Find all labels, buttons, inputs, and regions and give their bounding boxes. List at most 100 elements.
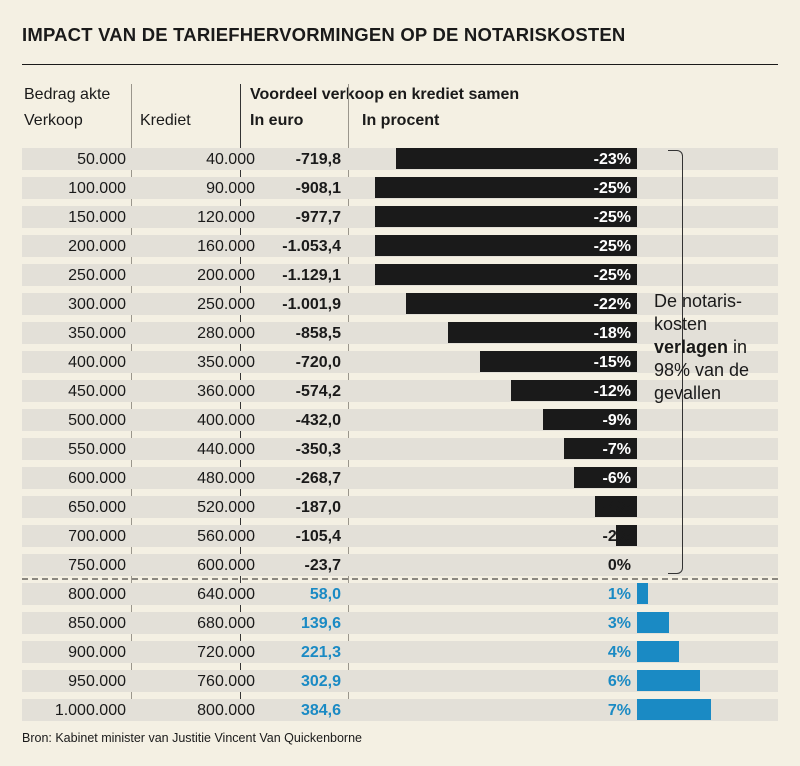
bar-mark (511, 380, 637, 401)
cell-euro: -908,1 (295, 180, 341, 197)
cell-pct-label: -25% (593, 267, 631, 284)
table-row: 800.000 640.000 58,0 1% (22, 580, 778, 609)
note-after-bold: in (728, 337, 748, 357)
cell-verkoop: 350.000 (68, 325, 126, 342)
bar-mark (637, 699, 711, 720)
threshold-divider (22, 578, 778, 580)
row-stripe (22, 554, 778, 576)
cell-euro: -432,0 (295, 412, 341, 429)
cell-verkoop: 150.000 (68, 209, 126, 226)
cell-verkoop: 850.000 (68, 615, 126, 632)
bar-mark (374, 177, 637, 198)
cell-verkoop: 250.000 (68, 267, 126, 284)
table-row: 650.000 520.000 -187,0 -4% (22, 493, 778, 522)
table-row: 950.000 760.000 302,9 6% (22, 667, 778, 696)
cell-krediet: 350.000 (197, 354, 255, 371)
header-krediet: Krediet (140, 112, 191, 129)
bar-mark (448, 322, 637, 343)
cell-pct-label: -9% (602, 412, 631, 429)
cell-euro: 384,6 (300, 702, 341, 719)
note-line4: 98% van de (654, 360, 750, 380)
row-stripe (22, 641, 778, 663)
bar-mark (374, 206, 637, 227)
cell-krediet: 120.000 (197, 209, 255, 226)
bar-mark (616, 525, 637, 546)
cell-krediet: 760.000 (197, 673, 255, 690)
bar-mark (374, 235, 637, 256)
bar-mark (637, 612, 669, 633)
title-rule (22, 64, 778, 65)
cell-pct-label: -22% (593, 296, 631, 313)
cell-pct-label: -23% (593, 151, 631, 168)
cell-pct-label: -25% (593, 209, 631, 226)
bar-mark (637, 583, 648, 604)
chart-title: IMPACT VAN DE TARIEFHERVORMINGEN OP DE N… (22, 24, 626, 45)
cell-verkoop: 500.000 (68, 412, 126, 429)
cell-euro: 58,0 (309, 586, 341, 603)
cell-euro: -858,5 (295, 325, 341, 342)
annotation-note: De notaris- kosten verlagen in 98% van d… (654, 290, 784, 405)
bar-mark (374, 264, 637, 285)
cell-krediet: 280.000 (197, 325, 255, 342)
row-stripe (22, 525, 778, 547)
cell-euro: 139,6 (300, 615, 341, 632)
cell-verkoop: 550.000 (68, 441, 126, 458)
cell-verkoop: 300.000 (68, 296, 126, 313)
cell-verkoop: 800.000 (68, 586, 126, 603)
cell-pct-label: -25% (593, 180, 631, 197)
cell-euro: 221,3 (300, 644, 341, 661)
table-row: 450.000 360.000 -574,2 -12% (22, 377, 778, 406)
row-stripe (22, 496, 778, 518)
note-line5: gevallen (654, 383, 722, 403)
table-row: 400.000 350.000 -720,0 -15% (22, 348, 778, 377)
table-row: 600.000 480.000 -268,7 -6% (22, 464, 778, 493)
cell-euro: -268,7 (295, 470, 341, 487)
cell-verkoop: 100.000 (68, 180, 126, 197)
cell-euro: -574,2 (295, 383, 341, 400)
header-in-procent: In procent (362, 112, 440, 129)
bar-mark (574, 467, 637, 488)
cell-krediet: 680.000 (197, 615, 255, 632)
cell-euro: 302,9 (300, 673, 341, 690)
cell-pct-label: -18% (593, 325, 631, 342)
cell-verkoop: 400.000 (68, 354, 126, 371)
cell-verkoop: 450.000 (68, 383, 126, 400)
cell-pct-label: 0% (607, 557, 631, 574)
table-row: 550.000 440.000 -350,3 -7% (22, 435, 778, 464)
cell-verkoop: 950.000 (68, 673, 126, 690)
cell-euro: -977,7 (295, 209, 341, 226)
cell-pct-label: -25% (593, 238, 631, 255)
cell-krediet: 360.000 (197, 383, 255, 400)
cell-euro: -1.053,4 (282, 238, 341, 255)
cell-verkoop: 750.000 (68, 557, 126, 574)
table-row: 150.000 120.000 -977,7 -25% (22, 203, 778, 232)
cell-verkoop: 600.000 (68, 470, 126, 487)
cell-euro: -350,3 (295, 441, 341, 458)
row-stripe (22, 438, 778, 460)
cell-krediet: 440.000 (197, 441, 255, 458)
cell-euro: -1.001,9 (282, 296, 341, 313)
cell-krediet: 90.000 (206, 180, 255, 197)
cell-pct-label: -12% (593, 383, 631, 400)
table-row: 900.000 720.000 221,3 4% (22, 638, 778, 667)
cell-euro: -720,0 (295, 354, 341, 371)
cell-krediet: 520.000 (197, 499, 255, 516)
cell-krediet: 400.000 (197, 412, 255, 429)
cell-pct-label: 1% (607, 586, 631, 603)
cell-pct-label: -6% (602, 470, 631, 487)
cell-krediet: 200.000 (197, 267, 255, 284)
cell-krediet: 600.000 (197, 557, 255, 574)
cell-krediet: 40.000 (206, 151, 255, 168)
cell-euro: -23,7 (304, 557, 341, 574)
row-stripe (22, 409, 778, 431)
table-row: 250.000 200.000 -1.129,1 -25% (22, 261, 778, 290)
cell-pct-label: 7% (607, 702, 631, 719)
bar-mark (595, 496, 637, 517)
table-row: 350.000 280.000 -858,5 -18% (22, 319, 778, 348)
note-line1: De notaris- (654, 291, 743, 311)
bracket (668, 150, 683, 574)
cell-pct-label: -4% (602, 499, 631, 516)
cell-pct-label: -7% (602, 441, 631, 458)
table-row: 850.000 680.000 139,6 3% (22, 609, 778, 638)
cell-verkoop: 1.000.000 (54, 702, 126, 719)
